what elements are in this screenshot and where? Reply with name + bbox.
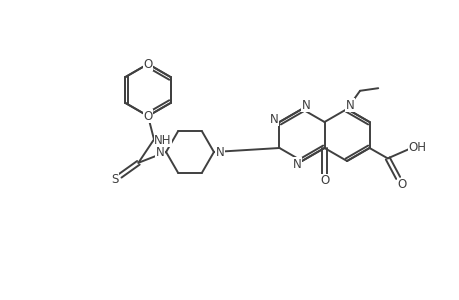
Text: N: N bbox=[345, 98, 353, 112]
Text: O: O bbox=[397, 178, 406, 191]
Text: OH: OH bbox=[408, 141, 425, 154]
Text: N: N bbox=[292, 158, 301, 170]
Text: N: N bbox=[155, 146, 164, 158]
Text: S: S bbox=[111, 173, 118, 186]
Text: O: O bbox=[143, 110, 152, 122]
Text: O: O bbox=[143, 58, 152, 70]
Text: O: O bbox=[319, 175, 329, 188]
Text: N: N bbox=[301, 98, 310, 112]
Text: NH: NH bbox=[154, 134, 171, 147]
Text: N: N bbox=[269, 112, 278, 125]
Text: N: N bbox=[215, 146, 224, 158]
